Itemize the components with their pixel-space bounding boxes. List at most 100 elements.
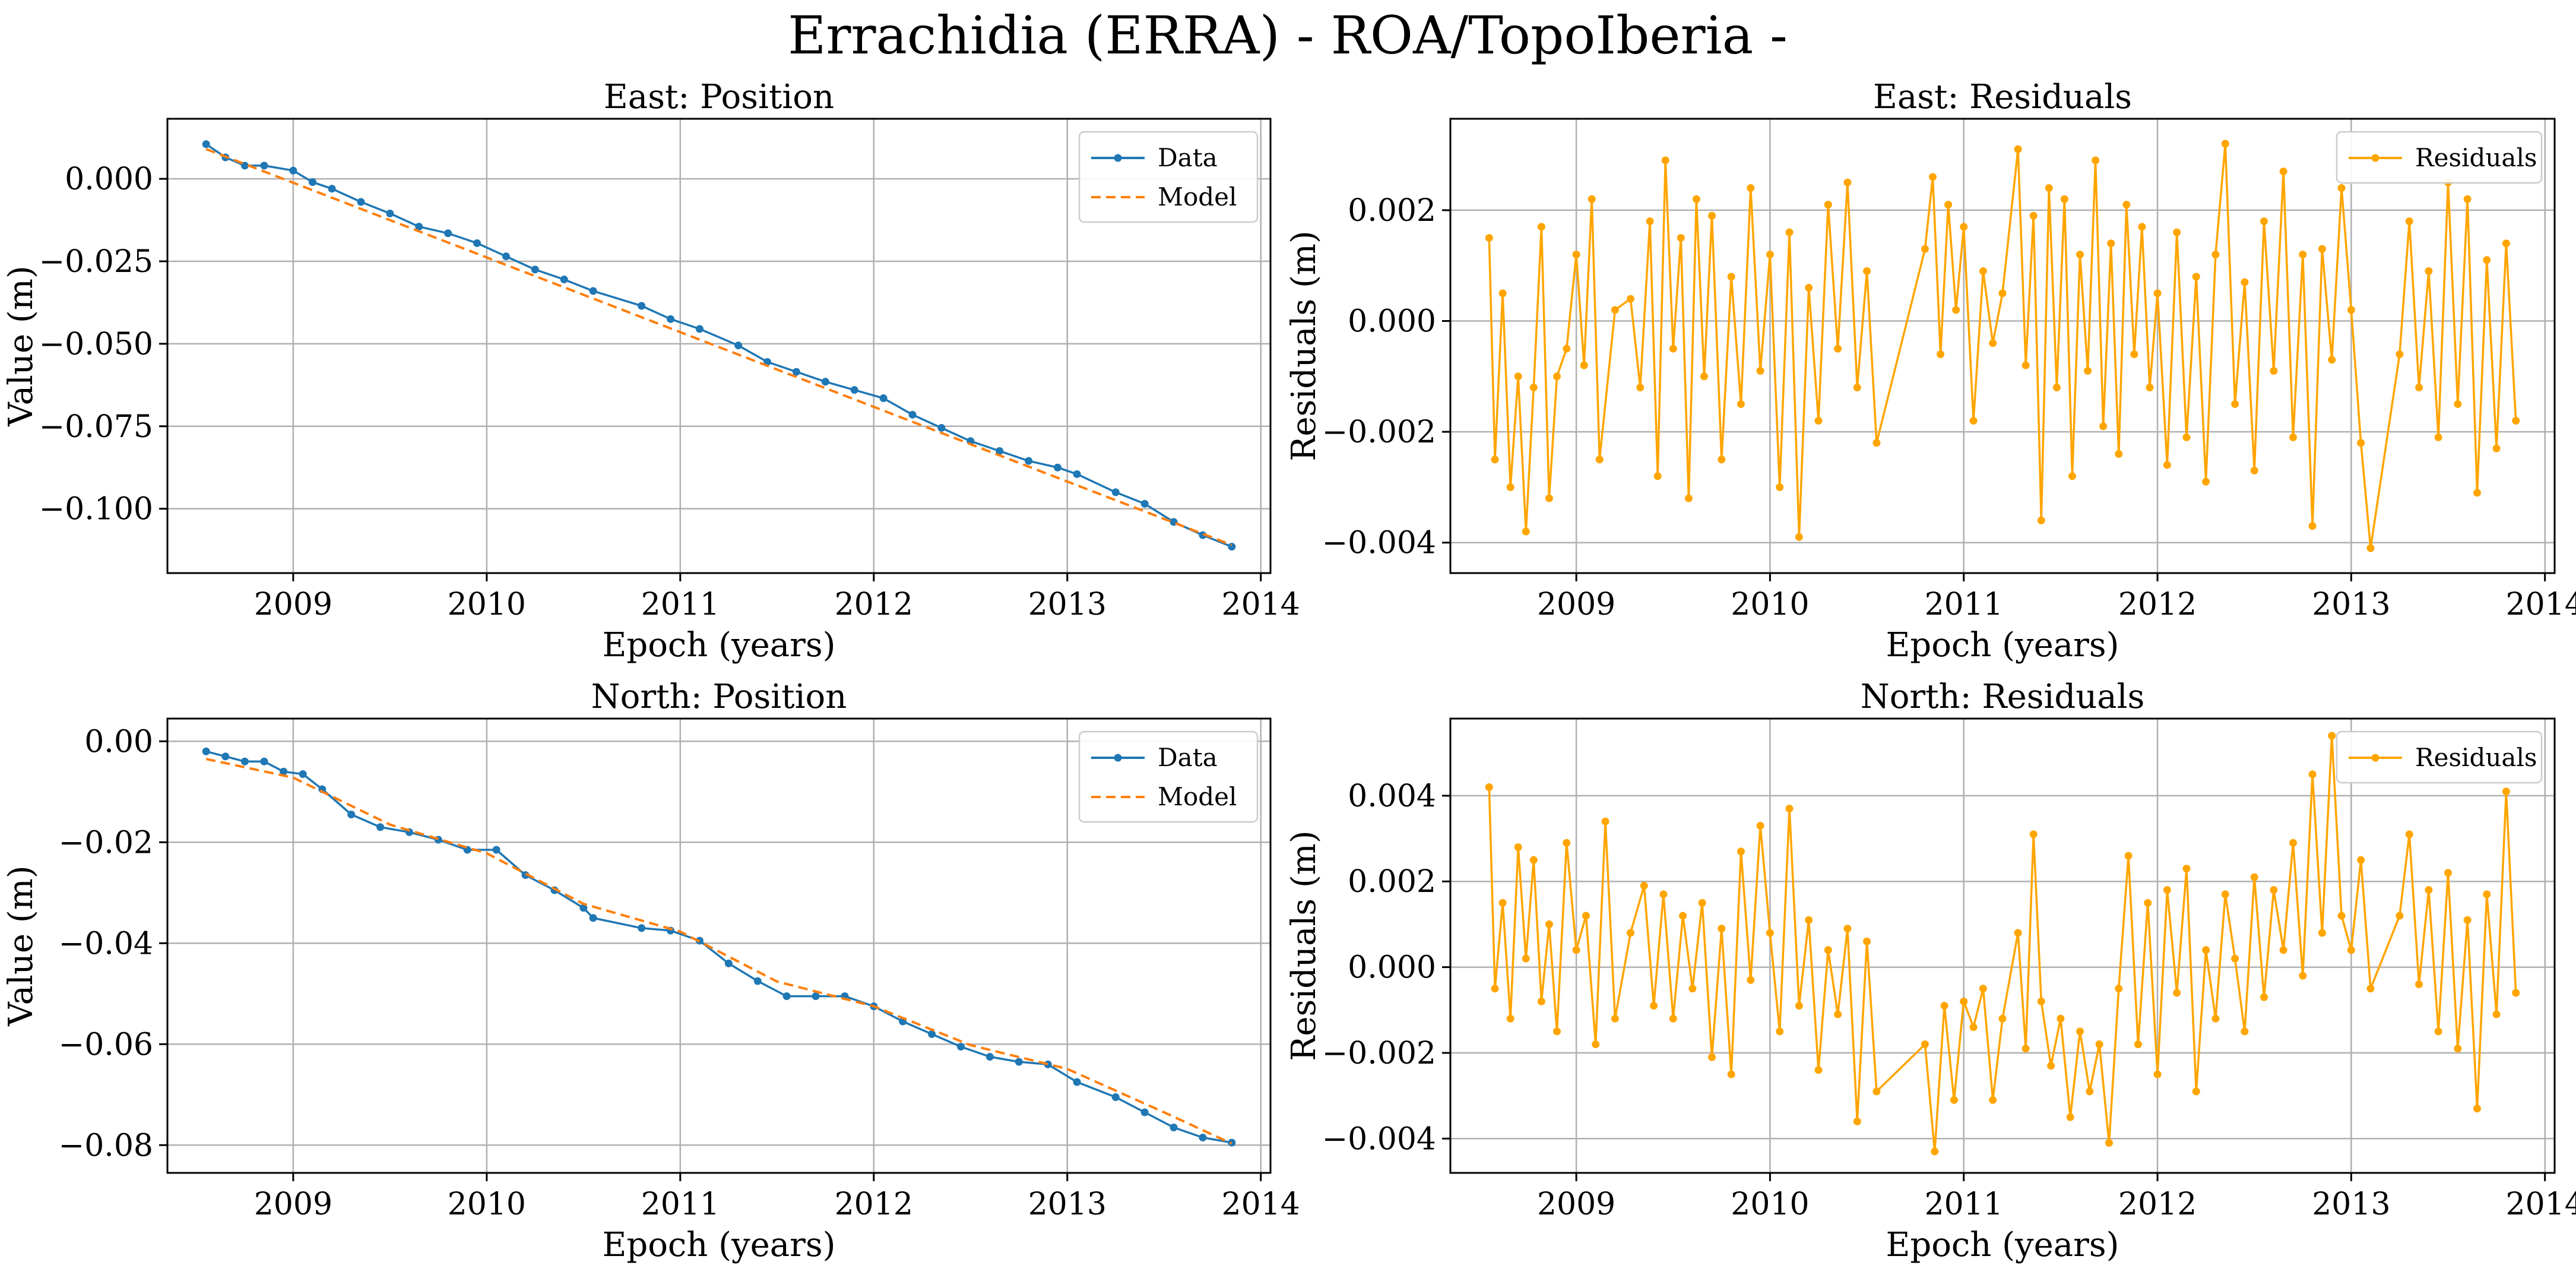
data-point xyxy=(1506,483,1514,491)
data-point xyxy=(2347,946,2355,954)
data-point xyxy=(386,209,394,217)
data-point xyxy=(2221,890,2229,899)
legend-marker xyxy=(2371,154,2379,162)
data-point xyxy=(473,239,481,247)
x-tick-label: 2012 xyxy=(2118,1187,2197,1222)
data-point xyxy=(667,315,675,323)
data-point xyxy=(1053,463,1062,472)
panel-title: North: Residuals xyxy=(1861,678,2145,716)
data-point xyxy=(1969,1023,1978,1032)
x-tick-label: 2013 xyxy=(1028,1187,1107,1222)
data-point xyxy=(1588,195,1596,203)
data-point xyxy=(2173,228,2181,236)
data-point xyxy=(1843,925,1852,933)
x-tick-label: 2010 xyxy=(448,1187,526,1222)
data-point xyxy=(1669,344,1677,353)
data-point xyxy=(2270,366,2278,375)
data-point xyxy=(2037,997,2045,1005)
data-point xyxy=(2014,929,2022,937)
data-point xyxy=(1863,267,1871,276)
data-point xyxy=(2492,1010,2501,1018)
data-point xyxy=(2029,211,2038,220)
data-point xyxy=(2366,985,2375,993)
data-point xyxy=(1872,1087,1881,1096)
data-point xyxy=(1834,1010,1842,1018)
data-point xyxy=(1785,228,1794,236)
x-tick-label: 2011 xyxy=(641,1187,720,1222)
data-point xyxy=(724,959,733,967)
data-point xyxy=(2502,787,2510,796)
legend-box xyxy=(2336,730,2543,784)
data-point xyxy=(1952,306,1960,314)
data-point xyxy=(2299,972,2307,980)
data-point xyxy=(1140,1108,1149,1116)
panel-title: East: Residuals xyxy=(1873,78,2132,116)
data-point xyxy=(2134,1040,2142,1048)
data-point xyxy=(2173,989,2181,997)
data-point xyxy=(1950,1096,1958,1104)
data-point xyxy=(2308,770,2317,779)
data-point xyxy=(1776,1027,1784,1036)
legend: Residuals xyxy=(2336,730,2543,784)
data-point xyxy=(956,1043,965,1051)
data-point xyxy=(1563,839,1571,847)
data-point xyxy=(2250,873,2258,881)
panel-north_position: North: Position 2009 2010 2011 2012 2013 2014 0… xyxy=(2,678,1300,1264)
data-point xyxy=(2192,1087,2200,1096)
y-tick-label: 0.002 xyxy=(1348,864,1436,900)
data-point xyxy=(2425,267,2433,276)
data-point xyxy=(2021,1045,2030,1053)
data-point xyxy=(1708,211,1716,220)
x-tick-label: 2014 xyxy=(1222,587,1300,622)
data-point xyxy=(734,341,743,350)
series-line-residuals xyxy=(1488,143,2517,549)
x-tick-label: 2014 xyxy=(1222,1187,1300,1222)
x-tick-label: 2013 xyxy=(2312,1187,2390,1222)
data-point xyxy=(1872,439,1881,447)
data-point xyxy=(1580,361,1588,369)
data-point xyxy=(1989,1096,1997,1104)
data-point xyxy=(1929,173,1937,181)
legend: Residuals xyxy=(2336,131,2543,184)
data-point xyxy=(1834,344,1842,353)
data-point xyxy=(502,252,510,261)
data-point xyxy=(1659,890,1668,899)
data-point xyxy=(908,410,917,419)
x-tick-label: 2009 xyxy=(254,587,332,622)
y-tick-label: −0.100 xyxy=(39,492,153,527)
data-point xyxy=(347,811,356,818)
data-point xyxy=(1937,350,1945,358)
y-tick-label: 0.00 xyxy=(84,724,153,760)
data-point xyxy=(879,394,888,403)
data-point xyxy=(812,992,820,1000)
data-point xyxy=(1572,251,1580,259)
data-point xyxy=(2454,1045,2462,1053)
data-point xyxy=(1944,201,1953,209)
data-point xyxy=(260,162,268,170)
data-point xyxy=(2052,383,2061,391)
data-point xyxy=(415,223,423,231)
data-point xyxy=(560,276,568,284)
data-point xyxy=(1563,344,1571,353)
legend-box xyxy=(1078,131,1259,223)
data-point xyxy=(357,198,365,206)
panel-north_residuals: North: Residuals 2009 2010 2011 2012 2013 2014… xyxy=(1285,678,2576,1264)
data-point xyxy=(1044,1060,1052,1068)
data-point xyxy=(1863,937,1871,945)
x-tick-label: 2014 xyxy=(2506,587,2576,622)
data-point xyxy=(444,229,452,238)
y-tick-label: 0.000 xyxy=(1348,950,1436,986)
panel-title: North: Position xyxy=(591,678,847,716)
x-tick-label: 2014 xyxy=(2506,1187,2576,1222)
data-point xyxy=(1700,372,1708,381)
data-point xyxy=(1636,383,1645,391)
data-point xyxy=(2241,278,2249,286)
data-point xyxy=(2124,852,2133,860)
data-point xyxy=(492,846,500,854)
y-tick-label: −0.004 xyxy=(1322,1121,1436,1157)
data-point xyxy=(2163,461,2171,469)
data-point xyxy=(850,386,858,394)
x-axis-ticks: 2009 2010 2011 2012 2013 2014 xyxy=(254,1173,1300,1222)
data-point xyxy=(1626,295,1634,303)
